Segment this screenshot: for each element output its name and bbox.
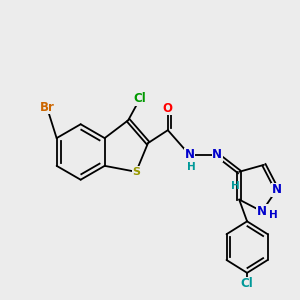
Text: S: S bbox=[132, 167, 140, 177]
Text: N: N bbox=[184, 148, 195, 161]
Text: N: N bbox=[257, 205, 267, 218]
Text: N: N bbox=[272, 183, 282, 196]
Text: H: H bbox=[231, 181, 240, 191]
Text: H: H bbox=[269, 210, 278, 220]
Text: O: O bbox=[163, 102, 173, 115]
Text: H: H bbox=[187, 162, 196, 172]
Text: N: N bbox=[212, 148, 222, 161]
Text: Br: Br bbox=[40, 101, 54, 114]
Text: Cl: Cl bbox=[134, 92, 146, 105]
Text: Cl: Cl bbox=[241, 277, 254, 290]
